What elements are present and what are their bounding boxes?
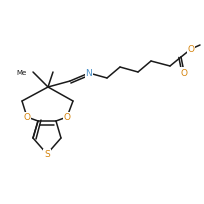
Text: O: O bbox=[187, 45, 194, 54]
Text: O: O bbox=[23, 113, 31, 122]
Text: S: S bbox=[44, 150, 50, 159]
Text: O: O bbox=[181, 68, 187, 77]
Text: O: O bbox=[63, 113, 71, 122]
Text: Me: Me bbox=[17, 70, 27, 76]
Text: N: N bbox=[86, 69, 92, 78]
